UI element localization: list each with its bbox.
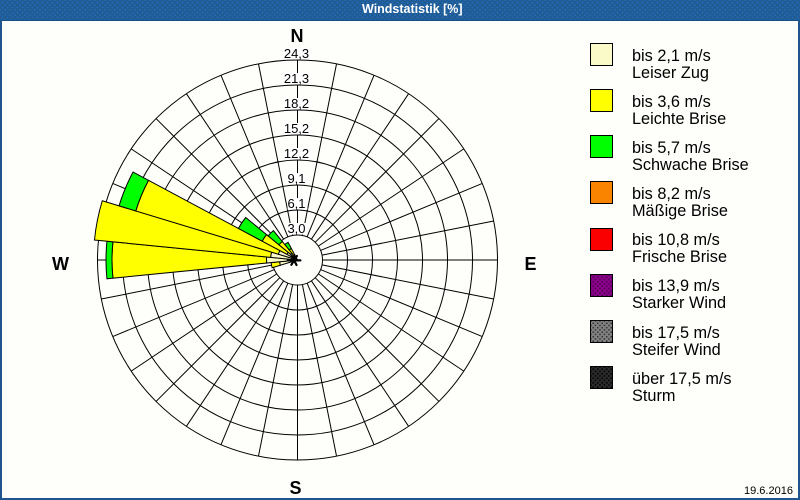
svg-text:18,2: 18,2	[284, 96, 309, 111]
svg-text:W: W	[52, 254, 69, 274]
svg-text:E: E	[524, 254, 536, 274]
svg-text:24,3: 24,3	[284, 46, 309, 61]
svg-text:S: S	[289, 478, 301, 498]
svg-text:15,2: 15,2	[284, 121, 309, 136]
svg-text:6,1: 6,1	[287, 196, 305, 211]
svg-text:N: N	[291, 26, 304, 46]
svg-text:9,1: 9,1	[287, 171, 305, 186]
svg-text:3,0: 3,0	[287, 221, 305, 236]
svg-text:12,2: 12,2	[284, 146, 309, 161]
svg-text:21,3: 21,3	[284, 71, 309, 86]
